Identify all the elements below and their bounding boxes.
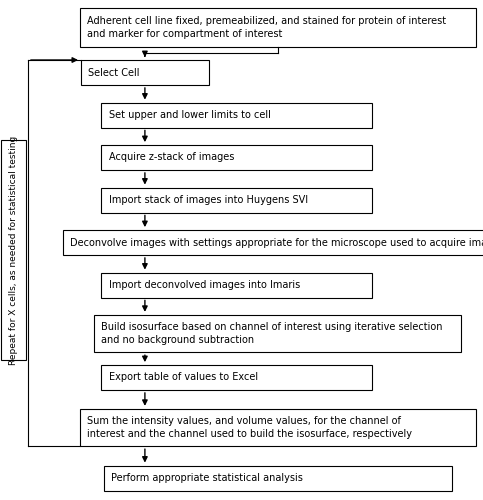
Text: Repeat for X cells, as needed for statistical testing: Repeat for X cells, as needed for statis… <box>9 136 18 364</box>
FancyBboxPatch shape <box>1 140 26 360</box>
FancyBboxPatch shape <box>80 8 476 47</box>
FancyBboxPatch shape <box>94 315 461 352</box>
Text: Deconvolve images with settings appropriate for the microscope used to acquire i: Deconvolve images with settings appropri… <box>70 238 483 248</box>
Text: Export table of values to Excel: Export table of values to Excel <box>109 372 258 382</box>
Text: Acquire z-stack of images: Acquire z-stack of images <box>109 152 234 162</box>
Text: Perform appropriate statistical analysis: Perform appropriate statistical analysis <box>111 473 303 483</box>
FancyBboxPatch shape <box>80 409 476 447</box>
FancyBboxPatch shape <box>104 466 452 490</box>
Text: Import deconvolved images into Imaris: Import deconvolved images into Imaris <box>109 280 300 290</box>
Text: Select Cell: Select Cell <box>88 68 140 78</box>
FancyBboxPatch shape <box>101 102 372 128</box>
FancyBboxPatch shape <box>81 60 209 85</box>
Text: Import stack of images into Huygens SVI: Import stack of images into Huygens SVI <box>109 195 308 205</box>
FancyBboxPatch shape <box>101 365 372 390</box>
FancyBboxPatch shape <box>101 188 372 212</box>
FancyBboxPatch shape <box>63 230 483 255</box>
Text: Adherent cell line fixed, premeabilized, and stained for protein of interest
and: Adherent cell line fixed, premeabilized,… <box>87 16 446 39</box>
Text: Build isosurface based on channel of interest using iterative selection
and no b: Build isosurface based on channel of int… <box>101 322 443 345</box>
FancyBboxPatch shape <box>101 145 372 170</box>
Text: Set upper and lower limits to cell: Set upper and lower limits to cell <box>109 110 270 120</box>
FancyBboxPatch shape <box>101 272 372 297</box>
Text: Sum the intensity values, and volume values, for the channel of
interest and the: Sum the intensity values, and volume val… <box>87 416 412 439</box>
